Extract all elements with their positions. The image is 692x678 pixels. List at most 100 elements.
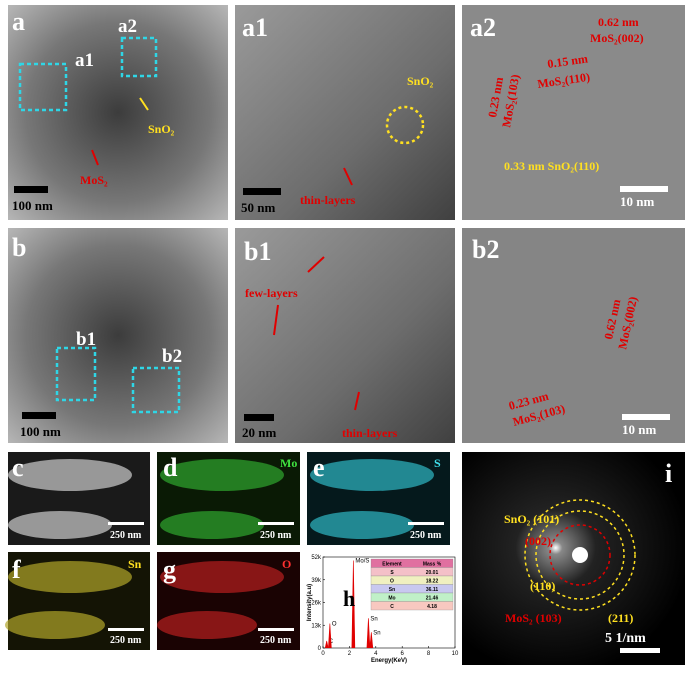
table-cell: 18.22	[426, 579, 439, 585]
x-tick-label: 2	[348, 651, 352, 657]
element-label: Mo	[280, 456, 297, 470]
table-cell: C	[390, 604, 394, 610]
panel-label: c	[12, 453, 24, 482]
texture	[8, 459, 132, 491]
center-beam	[572, 547, 588, 563]
table-cell: 36.11	[426, 587, 438, 593]
scale-label: 100 nm	[12, 198, 53, 213]
annotation: 0.62 nm	[598, 15, 639, 29]
scale-label: 250 nm	[260, 635, 292, 646]
x-tick-label: 8	[427, 651, 431, 657]
scale-label: 250 nm	[410, 530, 442, 541]
panel-label: i	[665, 459, 672, 488]
scale-label: 250 nm	[260, 530, 292, 541]
peak-label: O	[332, 622, 337, 628]
peak	[328, 623, 332, 649]
scale-label: 250 nm	[110, 530, 142, 541]
texture	[310, 459, 434, 491]
texture	[310, 511, 414, 539]
annotation: 0.15 nm	[546, 51, 588, 71]
table-cell: S	[390, 570, 394, 576]
scale-bar	[620, 648, 660, 653]
annotation: SnO₂ (101)	[504, 512, 559, 526]
texture	[160, 561, 284, 593]
table-cell: Element	[382, 562, 402, 568]
element-label: Sn	[128, 557, 142, 571]
eds-table: Element Mass % S 20.01 O 18.22 Sn 36.11 Mo 21.46 C…	[370, 558, 454, 611]
circle	[385, 105, 425, 145]
texture	[160, 459, 284, 491]
arrow	[354, 391, 360, 411]
arrow	[91, 149, 99, 166]
annotation: thin-layers	[300, 193, 356, 207]
box	[55, 346, 97, 402]
y-tick-label: 0	[318, 646, 322, 652]
eds-chart: 0 13k 26k 39k 52k 0 2 4 6 8 10 Energy(KeV) Intensity…	[307, 555, 459, 664]
scale-bar	[108, 522, 144, 525]
texture	[8, 511, 112, 539]
tem-image	[8, 228, 228, 443]
table-row	[370, 584, 454, 594]
ring	[549, 524, 611, 586]
y-tick-label: 26k	[311, 601, 322, 607]
scale-bar	[258, 628, 294, 631]
y-tick-label: 52k	[311, 555, 322, 561]
peak-label: Sn	[370, 616, 377, 622]
tem-image	[235, 5, 455, 220]
panel-label: b1	[244, 237, 271, 266]
table-cell: O	[390, 579, 394, 585]
scale-label: 5 1/nm	[605, 631, 646, 646]
hrtem-image	[462, 228, 685, 443]
scale-label: 250 nm	[110, 635, 142, 646]
scale-bar	[244, 414, 274, 421]
scale-label: 100 nm	[20, 424, 61, 439]
scale-label: 10 nm	[622, 422, 656, 437]
annotation: MoS₂(002)	[590, 31, 644, 45]
annotation: SnO₂	[407, 74, 434, 88]
y-tick-label: 13k	[311, 623, 322, 629]
scale-label: 20 nm	[242, 425, 276, 440]
annotation: MoS₂	[80, 173, 108, 187]
arrow	[343, 167, 353, 186]
arrow	[139, 97, 149, 111]
x-axis-label: Energy(KeV)	[371, 658, 407, 664]
texture	[157, 611, 257, 639]
tem-image	[8, 5, 228, 220]
y-tick-label: 39k	[311, 578, 322, 584]
element-label: S	[434, 456, 441, 470]
table-row	[370, 592, 454, 602]
hrtem-image	[462, 5, 685, 220]
panel-label: a	[12, 7, 25, 36]
table-cell: Mass %	[423, 562, 442, 568]
peak-label: Sn	[373, 630, 380, 636]
texture	[8, 561, 132, 593]
panel-label: h	[343, 586, 355, 611]
panel-label: g	[163, 555, 176, 584]
ring	[535, 510, 625, 600]
panel-label: f	[12, 555, 21, 584]
box-label: a2	[118, 16, 137, 37]
box-label: a1	[75, 50, 94, 71]
arrow	[307, 256, 325, 273]
table-cell: 4.18	[427, 604, 437, 610]
peak	[366, 618, 371, 649]
scale-bar	[620, 186, 668, 192]
box	[18, 62, 68, 112]
panel-label: b	[12, 233, 26, 262]
table-row	[370, 567, 454, 577]
box-label: b2	[162, 346, 182, 367]
annotation: 0.23 nm	[485, 76, 506, 118]
scale-bar	[108, 628, 144, 631]
box	[120, 36, 158, 78]
annotation: few-layers	[245, 286, 298, 300]
table-cell: 21.46	[426, 596, 439, 602]
annotation: thin-layers	[342, 426, 398, 440]
annotation: (002)	[525, 534, 551, 548]
table-row	[370, 601, 454, 611]
scale-bar	[14, 186, 48, 193]
annotation: (110)	[530, 579, 555, 593]
arrow	[273, 304, 279, 336]
scale-bar	[408, 522, 444, 525]
peak	[351, 560, 356, 649]
